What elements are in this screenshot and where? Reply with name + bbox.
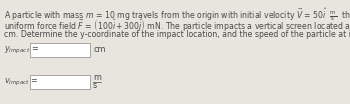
Text: $v_{impact}$ =: $v_{impact}$ = [4, 76, 38, 88]
Text: m: m [93, 74, 101, 82]
Text: cm: cm [93, 46, 105, 54]
FancyBboxPatch shape [30, 43, 90, 57]
Text: cm. Determine the y-coordinate of the impact location, and the speed of the part: cm. Determine the y-coordinate of the im… [4, 30, 350, 39]
Text: uniform force field $\vec{F}$ = $\left(100\hat{i} + 300\hat{j}\right)$ mN. The p: uniform force field $\vec{F}$ = $\left(1… [4, 18, 350, 34]
Text: A particle with mass $m$ = 10 mg travels from the origin with initial velocity $: A particle with mass $m$ = 10 mg travels… [4, 6, 350, 23]
FancyBboxPatch shape [30, 75, 90, 89]
Text: $y_{impact}$ =: $y_{impact}$ = [4, 44, 39, 56]
Text: s: s [93, 82, 97, 90]
